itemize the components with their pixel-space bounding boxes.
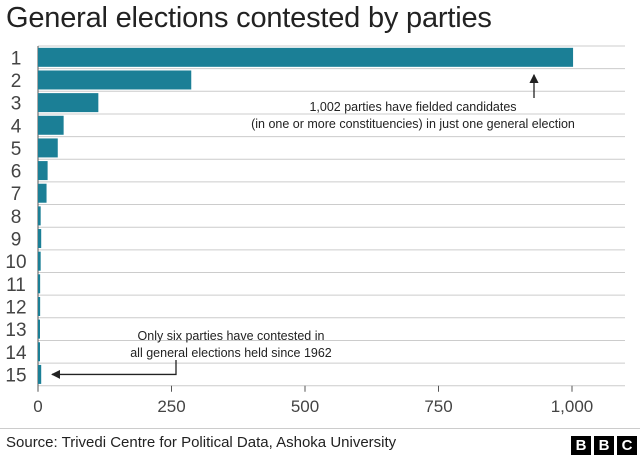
bar xyxy=(38,93,99,113)
footer-divider xyxy=(0,428,640,429)
category-label: 14 xyxy=(5,343,27,364)
x-tick-label: 0 xyxy=(33,397,42,416)
bar xyxy=(38,229,42,249)
category-label: 12 xyxy=(5,297,26,318)
x-tick-label: 1,000 xyxy=(551,397,594,416)
chart-title: General elections contested by parties xyxy=(6,2,492,34)
logo-letter: B xyxy=(594,436,614,455)
bar xyxy=(38,47,574,67)
bars xyxy=(38,47,574,384)
category-label: 11 xyxy=(6,275,26,296)
logo-letter: B xyxy=(571,436,591,455)
bar xyxy=(38,274,41,294)
annotations: 1,002 parties have fielded candidates (in… xyxy=(51,73,575,379)
x-tick-label: 750 xyxy=(424,397,452,416)
category-label: 5 xyxy=(11,139,22,160)
category-label: 6 xyxy=(11,162,22,183)
bar xyxy=(38,296,41,316)
bar xyxy=(38,138,58,158)
x-tick-labels: 0 250 500 750 1,000 xyxy=(33,385,594,416)
bar xyxy=(38,319,40,339)
annotation-text: all general elections held since 1962 xyxy=(130,346,332,360)
x-tick-label: 250 xyxy=(157,397,185,416)
category-label: 15 xyxy=(5,365,26,386)
category-label: 2 xyxy=(11,71,22,92)
category-label: 1 xyxy=(11,48,22,69)
category-label: 13 xyxy=(5,320,26,341)
category-label: 3 xyxy=(11,94,22,115)
bar xyxy=(38,342,40,362)
annotation-text: Only six parties have contested in xyxy=(138,329,325,343)
logo-letter: C xyxy=(617,436,637,455)
bar xyxy=(38,251,41,271)
annotation-arrow xyxy=(51,360,177,379)
bbc-logo: B B C xyxy=(571,436,637,455)
bar xyxy=(38,70,192,90)
annotation-text: 1,002 parties have fielded candidates xyxy=(309,100,516,114)
bar xyxy=(38,115,64,135)
x-tick-label: 500 xyxy=(291,397,319,416)
category-label: 4 xyxy=(11,116,22,137)
bar xyxy=(38,183,47,203)
annotation-text: (in one or more constituencies) in just … xyxy=(251,117,575,131)
category-label: 8 xyxy=(11,207,22,228)
bar xyxy=(38,364,42,384)
source-note: Source: Trivedi Centre for Political Dat… xyxy=(6,434,397,451)
category-label: 10 xyxy=(5,252,26,273)
bar xyxy=(38,206,41,226)
gridlines xyxy=(37,45,625,390)
category-label: 9 xyxy=(11,230,22,251)
category-label: 7 xyxy=(11,184,22,205)
bar xyxy=(38,161,48,181)
